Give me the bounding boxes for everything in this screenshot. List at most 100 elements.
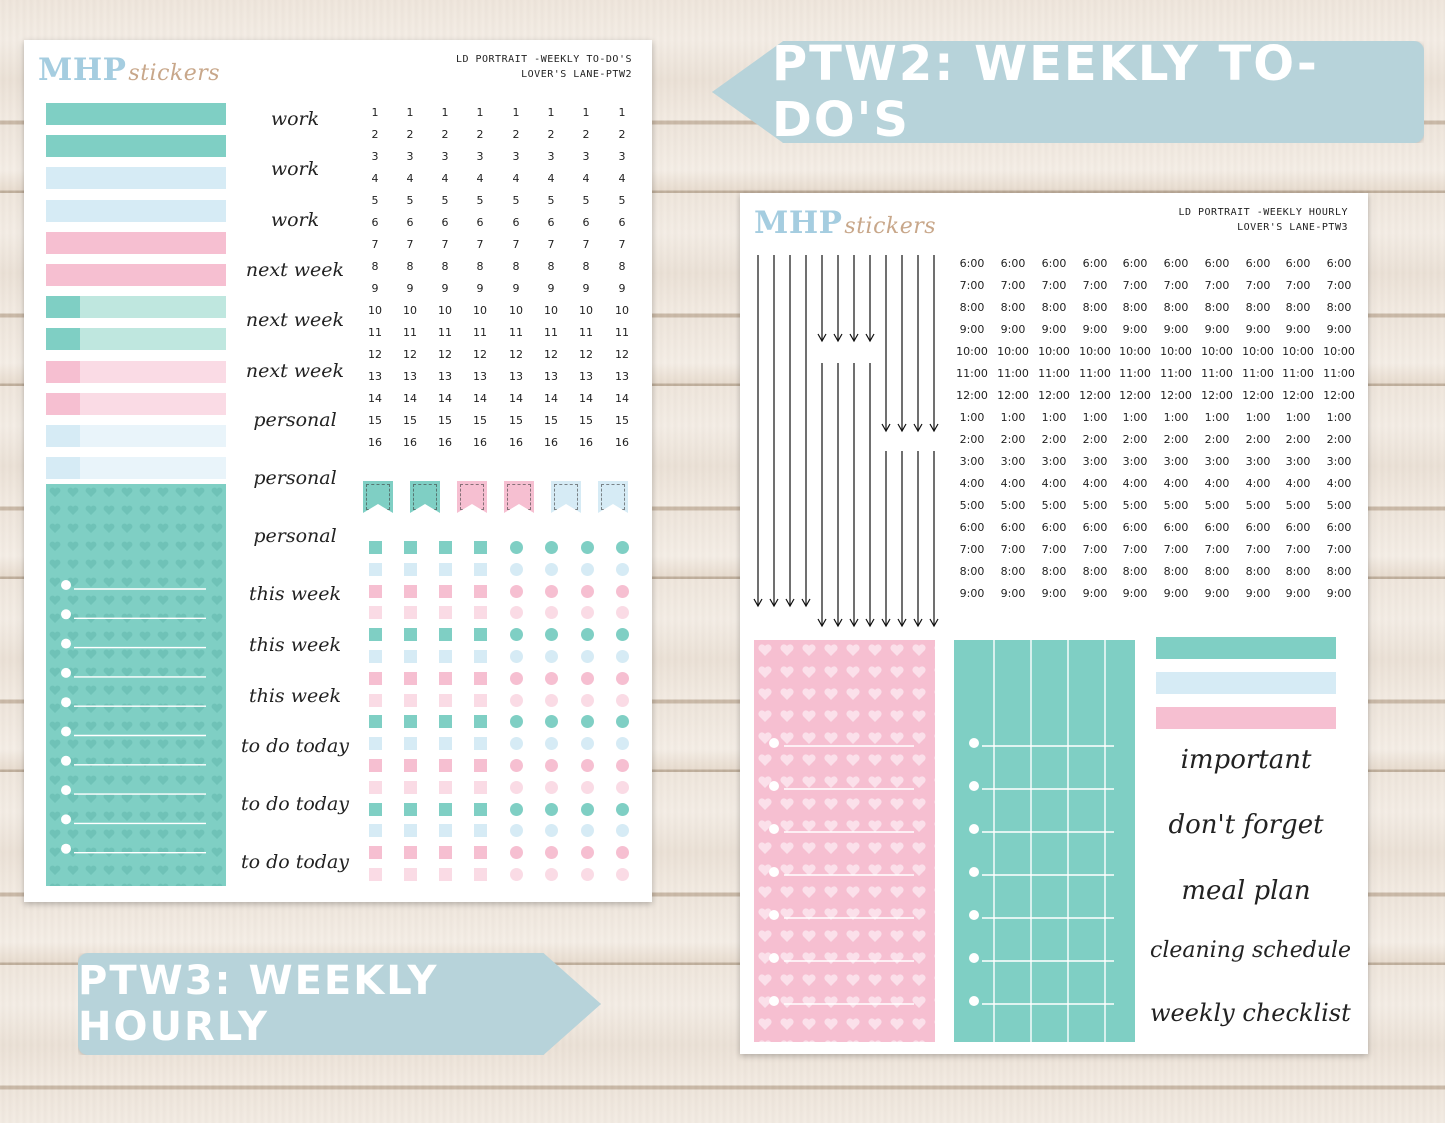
- number-sticker: 10: [615, 304, 629, 317]
- number-sticker: 12: [473, 348, 487, 361]
- flag-sticker: [504, 481, 534, 513]
- word-label: work: [270, 108, 320, 130]
- time-sticker: 8:00: [959, 565, 985, 578]
- color-bar: [46, 360, 226, 383]
- dot-sticker: [616, 541, 629, 554]
- time-sticker: 8:00: [1204, 565, 1230, 578]
- time-sticker: 7:00: [1204, 543, 1230, 556]
- number-sticker: 9: [441, 282, 449, 295]
- arrow-sticker: [913, 451, 923, 628]
- number-sticker: 13: [509, 370, 523, 383]
- word-label: cleaning schedule: [1150, 938, 1352, 963]
- arrow-sticker: [865, 363, 875, 628]
- dot-sticker: [510, 824, 523, 838]
- time-sticker: 4:00: [959, 477, 985, 490]
- time-sticker: 9:00: [1326, 323, 1352, 336]
- arrow-sticker: [801, 255, 811, 608]
- dot-sticker: [616, 737, 629, 751]
- time-sticker: 12:00: [997, 389, 1029, 402]
- number-sticker: 15: [544, 414, 558, 427]
- square-sticker: [404, 584, 417, 598]
- arrow-head: [769, 598, 779, 608]
- square-sticker: [404, 562, 417, 576]
- number-sticker: 9: [476, 282, 484, 295]
- time-sticker: 8:00: [1204, 301, 1230, 314]
- number-sticker: 16: [473, 436, 487, 449]
- dot-sticker: [581, 628, 594, 642]
- time-sticker: 8:00: [1326, 565, 1352, 578]
- time-sticker: 9:00: [1245, 587, 1271, 600]
- square-sticker: [369, 780, 382, 794]
- arrow-sticker: [881, 255, 891, 433]
- number-sticker: 6: [618, 216, 626, 229]
- number-sticker: 10: [473, 304, 487, 317]
- list-bullet-dot: [969, 996, 979, 1006]
- time-sticker: 2:00: [1122, 433, 1148, 446]
- time-sticker: 6:00: [1163, 257, 1189, 270]
- square-sticker: [439, 693, 452, 707]
- number-sticker: 13: [544, 370, 558, 383]
- square-sticker: [369, 628, 382, 642]
- time-sticker: 7:00: [959, 279, 985, 292]
- time-sticker: 12:00: [1242, 389, 1274, 402]
- time-sticker: 2:00: [1245, 433, 1271, 446]
- time-sticker: 10:00: [1160, 345, 1192, 358]
- time-sticker: 6:00: [1000, 521, 1026, 534]
- number-sticker: 8: [441, 260, 449, 273]
- arrow-head: [833, 333, 843, 343]
- color-bar: [46, 167, 226, 190]
- dot-sticker: [616, 693, 629, 707]
- dot-sticker: [545, 715, 558, 729]
- time-sticker: 4:00: [1285, 477, 1311, 490]
- number-sticker: 2: [371, 128, 379, 141]
- dot-sticker: [545, 671, 558, 685]
- time-sticker: 1:00: [1163, 411, 1189, 424]
- time-sticker: 5:00: [959, 499, 985, 512]
- dot-sticker: [510, 759, 523, 772]
- number-sticker: 11: [509, 326, 523, 339]
- square-sticker: [369, 606, 382, 620]
- sheet2-label-line1: LD PORTRAIT -WEEKLY HOURLY: [1178, 207, 1348, 218]
- time-sticker: 8:00: [1163, 565, 1189, 578]
- time-sticker: 1:00: [1204, 411, 1230, 424]
- square-sticker: [369, 541, 382, 554]
- list-bullet-dot: [969, 867, 979, 877]
- time-sticker: 1:00: [1041, 411, 1067, 424]
- dot-sticker: [581, 606, 594, 620]
- arrow-sticker: [913, 255, 923, 433]
- square-sticker: [474, 693, 487, 707]
- square-sticker: [369, 737, 382, 751]
- dot-sticker: [545, 868, 558, 881]
- arrow-head: [929, 618, 939, 628]
- time-sticker: 6:00: [1204, 257, 1230, 270]
- dot-sticker: [616, 846, 629, 860]
- time-sticker: 3:00: [1000, 455, 1026, 468]
- number-sticker: 5: [476, 194, 484, 207]
- time-sticker: 12:00: [1282, 389, 1314, 402]
- number-sticker: 7: [406, 238, 414, 251]
- time-sticker: 4:00: [1122, 477, 1148, 490]
- sheet1-logo: MHPstickers: [38, 52, 220, 88]
- number-sticker: 4: [547, 172, 555, 185]
- time-sticker: 9:00: [1041, 587, 1067, 600]
- time-sticker: 1:00: [1285, 411, 1311, 424]
- number-sticker: 2: [512, 128, 520, 141]
- time-sticker: 5:00: [1041, 499, 1067, 512]
- time-sticker: 6:00: [1082, 521, 1108, 534]
- time-sticker: 9:00: [1122, 323, 1148, 336]
- square-sticker: [439, 759, 452, 772]
- number-sticker: 5: [441, 194, 449, 207]
- arrow-sticker: [785, 255, 795, 608]
- time-sticker: 11:00: [1119, 367, 1151, 380]
- square-sticker: [404, 780, 417, 794]
- time-sticker: 7:00: [1082, 543, 1108, 556]
- color-bar-chip: [46, 296, 80, 319]
- arrow-head: [833, 618, 843, 628]
- number-sticker: 16: [615, 436, 629, 449]
- number-sticker: 10: [438, 304, 452, 317]
- word-label: next week: [245, 360, 345, 382]
- time-sticker: 9:00: [1204, 323, 1230, 336]
- time-sticker: 7:00: [1163, 279, 1189, 292]
- square-sticker: [439, 715, 452, 729]
- time-sticker: 5:00: [1122, 499, 1148, 512]
